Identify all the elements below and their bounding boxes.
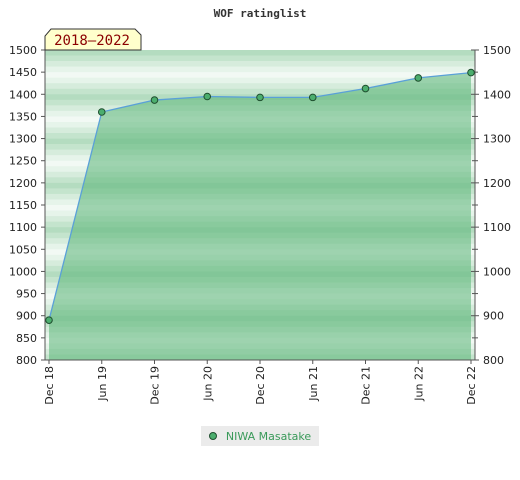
y-tick-left-label: 1400 [9,88,37,101]
y-tick-left-label: 1200 [9,177,37,190]
data-point[interactable] [97,108,106,116]
y-axis-left: 800 850 900 950 1000 1050 1100 1150 1200 1250 1300… [9,44,45,367]
y-tick-right-label: 900 [483,310,504,323]
legend-series-label: NIWA Masatake [225,429,312,443]
y-tick-left-label: 1300 [9,133,37,146]
x-tick-label: Jun 19 [96,366,109,402]
data-point[interactable] [308,93,317,102]
y-tick-right-label: 1300 [483,133,511,146]
y-tick-left-label: 1450 [9,66,37,79]
period-badge: 2018–2022 [44,28,142,51]
data-point[interactable] [150,96,159,104]
x-axis: Dec 18 Jun 19 Dec 19 Jun 20 Dec 20 Jun 21 Dec … [43,360,478,405]
y-tick-right-label: 1500 [483,44,511,57]
y-tick-left-label: 900 [16,310,37,323]
y-axis-right: 800 900 1000 1100 1200 1300 1400 1500 [471,44,511,367]
y-tick-left-label: 800 [16,354,37,367]
y-tick-left-label: 1350 [9,110,37,123]
y-tick-right-label: 1200 [483,177,511,190]
data-points [45,68,475,324]
y-tick-left-label: 1050 [9,243,37,256]
data-point[interactable] [414,74,423,82]
legend[interactable]: NIWA Masatake [201,426,319,446]
series-area [49,72,471,360]
x-tick-label: Dec 21 [360,366,373,405]
x-tick-label: Jun 20 [201,366,214,402]
y-tick-right-label: 1400 [483,88,511,101]
y-tick-left-label: 1100 [9,221,37,234]
x-tick-label: Jun 21 [307,366,320,402]
data-point[interactable] [256,93,264,102]
y-tick-right-label: 1000 [483,265,511,278]
y-tick-right-label: 800 [483,354,504,367]
y-tick-left-label: 1000 [9,265,37,278]
x-tick-label: Dec 18 [43,366,56,405]
y-tick-left-label: 950 [16,288,37,301]
y-tick-left-label: 1150 [9,199,37,212]
area-layer [48,71,472,360]
y-tick-left-label: 1250 [9,155,37,168]
chart-title: WOF ratinglist [214,7,307,20]
legend-marker-icon [208,432,217,440]
y-tick-left-label: 850 [16,332,37,345]
x-tick-label: Dec 22 [465,366,478,405]
data-point[interactable] [361,84,370,93]
y-tick-left-label: 1500 [9,44,37,57]
period-badge-label: 2018–2022 [54,33,130,49]
data-point[interactable] [467,68,475,77]
x-tick-label: Jun 22 [412,366,425,402]
x-tick-label: Dec 19 [149,366,162,405]
x-tick-label: Dec 20 [254,366,267,405]
y-tick-right-label: 1100 [483,221,511,234]
data-point[interactable] [45,316,53,324]
data-point[interactable] [203,92,212,101]
